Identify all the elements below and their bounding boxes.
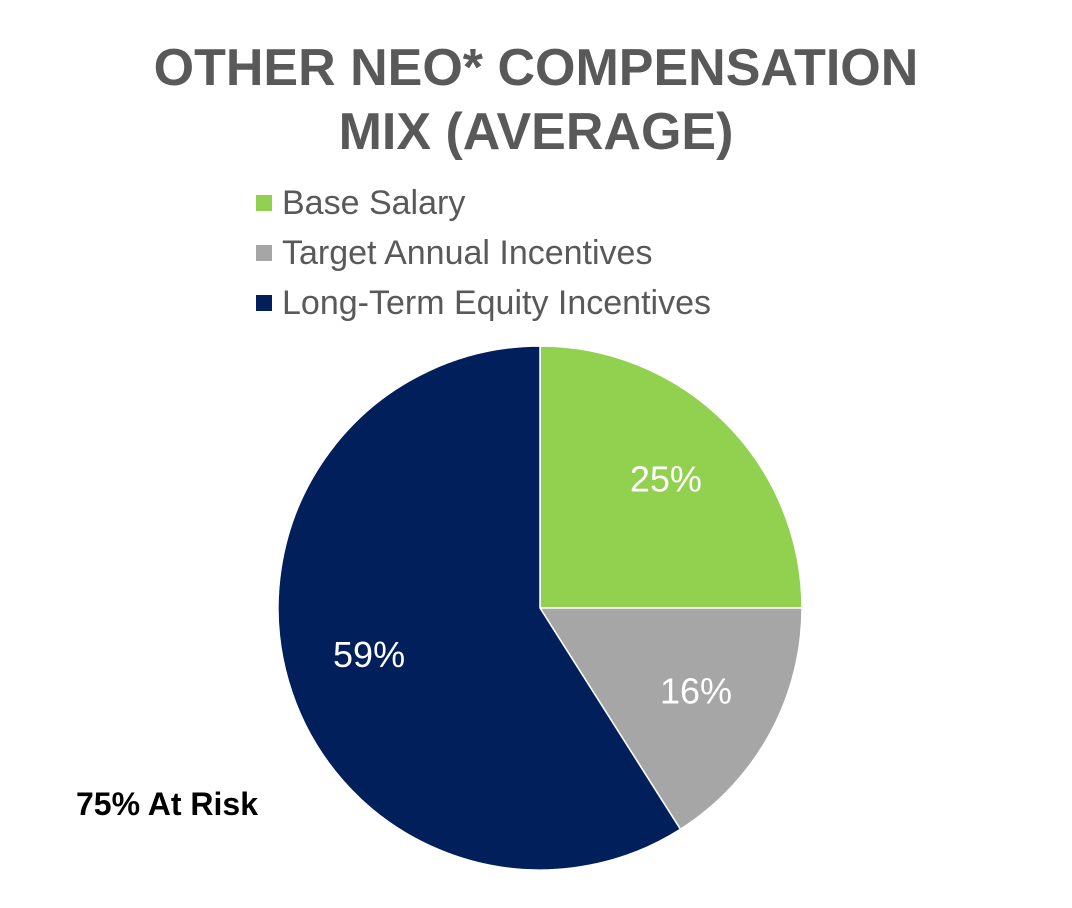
legend-swatch-target-annual-incentives: [256, 245, 272, 261]
legend-label-base-salary: Base Salary: [282, 183, 466, 222]
chart-title-line-2: MIX (AVERAGE): [338, 103, 734, 161]
at-risk-annotation: 75% At Risk: [76, 786, 258, 822]
pie-slice-long-term-equity-incentives: [277, 345, 682, 871]
chart-title-line-1: OTHER NEO* COMPENSATION: [153, 39, 919, 97]
legend-swatch-base-salary: [256, 195, 272, 211]
legend-label-target-annual-incentives: Target Annual Incentives: [282, 233, 653, 272]
legend-item-target-annual-incentives: Target Annual Incentives: [256, 228, 711, 278]
pie-slices: [277, 345, 803, 871]
legend-item-base-salary: Base Salary: [256, 178, 711, 228]
slice-label-long-term-equity-incentives: 59%: [333, 634, 405, 675]
pie-slice-target-annual-incentives: [538, 607, 803, 831]
legend-item-long-term-equity-incentives: Long-Term Equity Incentives: [256, 278, 711, 328]
slice-label-base-salary: 25%: [630, 459, 702, 500]
legend-swatch-long-term-equity-incentives: [256, 295, 272, 311]
legend: Base Salary Target Annual Incentives Lon…: [256, 178, 711, 328]
pie-slice-base-salary: [539, 345, 803, 609]
slice-label-target-annual-incentives: 16%: [660, 670, 732, 711]
legend-label-long-term-equity-incentives: Long-Term Equity Incentives: [282, 283, 711, 322]
pie-labels: 25% 16% 59%: [333, 459, 732, 712]
